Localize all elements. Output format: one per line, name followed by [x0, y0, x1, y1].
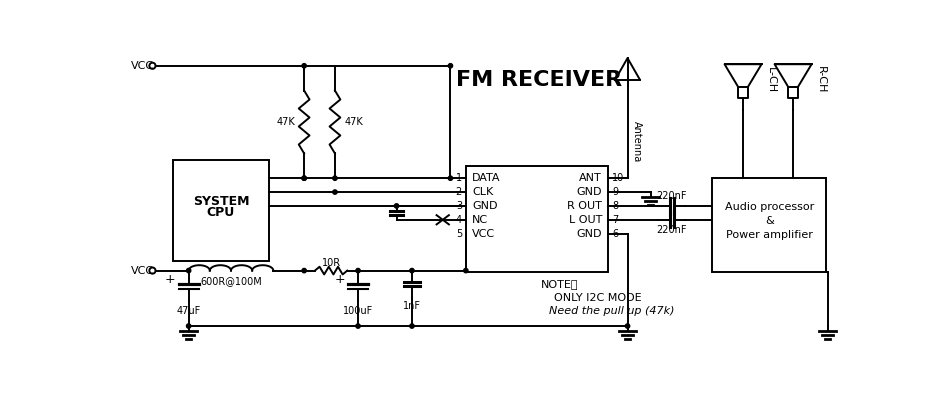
- Text: 9: 9: [612, 187, 619, 197]
- Text: 5: 5: [456, 229, 462, 239]
- Text: Power amplifier: Power amplifier: [725, 230, 812, 240]
- Circle shape: [302, 176, 306, 180]
- Text: +: +: [165, 274, 176, 287]
- Text: GND: GND: [577, 229, 602, 239]
- Bar: [173, 160, 270, 260]
- Text: VCC: VCC: [472, 229, 495, 239]
- Circle shape: [410, 269, 414, 273]
- Text: ANT: ANT: [579, 173, 602, 183]
- Text: 47uF: 47uF: [177, 306, 200, 316]
- Circle shape: [448, 63, 453, 68]
- Text: &: &: [765, 216, 773, 226]
- Text: VCC: VCC: [131, 266, 154, 276]
- Text: Audio processor: Audio processor: [724, 202, 813, 212]
- Text: FM RECEIVER: FM RECEIVER: [456, 70, 622, 90]
- Text: 600R@100M: 600R@100M: [200, 276, 262, 287]
- Circle shape: [356, 269, 360, 273]
- Circle shape: [302, 176, 306, 180]
- Circle shape: [186, 324, 191, 328]
- Text: ONLY I2C MODE: ONLY I2C MODE: [554, 293, 642, 302]
- Text: +: +: [334, 274, 345, 287]
- Circle shape: [463, 269, 468, 273]
- Text: DATA: DATA: [472, 173, 501, 183]
- Text: 2: 2: [456, 187, 462, 197]
- Text: 47K: 47K: [344, 117, 363, 127]
- Circle shape: [333, 176, 337, 180]
- Text: R-CH: R-CH: [816, 66, 826, 93]
- Text: 1nF: 1nF: [402, 301, 421, 311]
- Text: 3: 3: [456, 201, 462, 211]
- Circle shape: [410, 324, 414, 328]
- Text: VCC: VCC: [131, 61, 154, 71]
- Text: GND: GND: [472, 201, 498, 211]
- Text: 10R: 10R: [322, 258, 341, 268]
- Text: R OUT: R OUT: [567, 201, 602, 211]
- Text: 7: 7: [612, 215, 619, 225]
- Bar: [712, 178, 826, 272]
- Text: CLK: CLK: [472, 187, 493, 197]
- Text: NOTE：: NOTE：: [541, 279, 578, 289]
- Text: 8: 8: [612, 201, 619, 211]
- Circle shape: [302, 63, 306, 68]
- Text: L-CH: L-CH: [767, 67, 776, 93]
- Text: SYSTEM: SYSTEM: [193, 195, 249, 208]
- Text: 220nF: 220nF: [656, 191, 687, 201]
- Text: 10: 10: [612, 173, 624, 183]
- Circle shape: [302, 269, 306, 273]
- Text: 100uF: 100uF: [343, 306, 373, 316]
- Circle shape: [186, 269, 191, 273]
- Text: Antenna: Antenna: [632, 120, 642, 162]
- Text: 6: 6: [612, 229, 619, 239]
- Circle shape: [333, 190, 337, 194]
- Circle shape: [356, 324, 360, 328]
- Text: 4: 4: [456, 215, 462, 225]
- Circle shape: [448, 176, 453, 180]
- Text: 220nF: 220nF: [656, 225, 687, 235]
- Text: CPU: CPU: [207, 206, 235, 219]
- Circle shape: [625, 324, 630, 328]
- Text: 1: 1: [456, 173, 462, 183]
- Text: 47K: 47K: [276, 117, 295, 127]
- Text: NC: NC: [472, 215, 489, 225]
- Text: L OUT: L OUT: [569, 215, 602, 225]
- Text: GND: GND: [577, 187, 602, 197]
- Text: Need the pull up (47k): Need the pull up (47k): [549, 306, 675, 316]
- Circle shape: [394, 204, 399, 208]
- Bar: [466, 166, 608, 272]
